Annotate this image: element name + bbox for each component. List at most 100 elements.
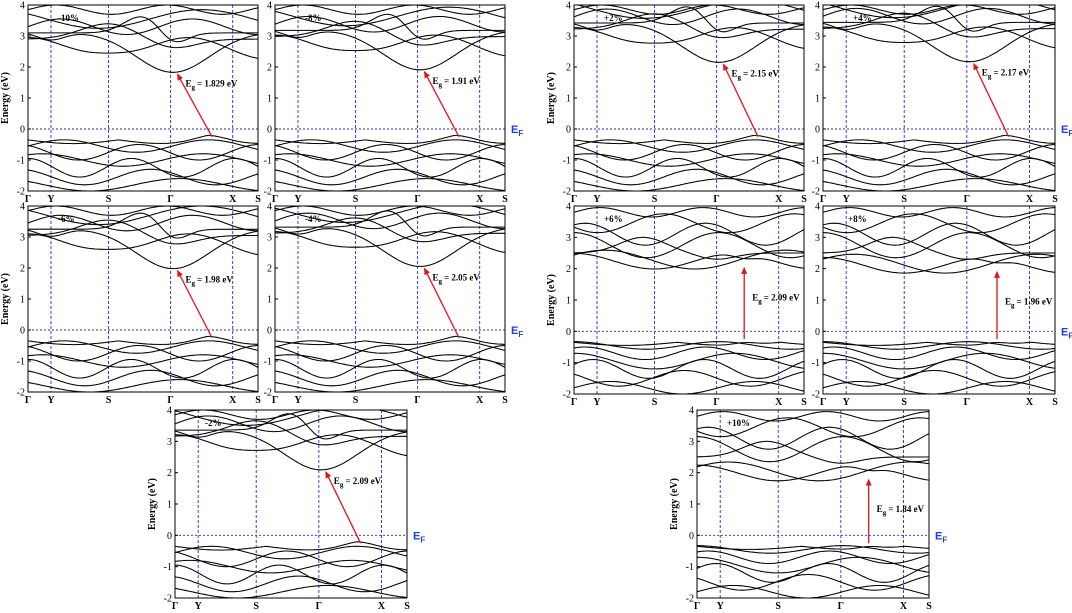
energy-band — [175, 413, 407, 440]
panel-frame — [174, 409, 408, 599]
energy-band — [823, 12, 1055, 38]
band-gap-arrow — [973, 62, 1010, 138]
y-tick-label: -2 — [164, 594, 172, 605]
energy-band — [275, 206, 505, 223]
y-tick-label: 2 — [815, 63, 820, 74]
kpoint-label: S — [253, 601, 259, 612]
panel-frame — [822, 4, 1056, 192]
kpoint-label: Y — [593, 397, 601, 408]
energy-band — [823, 256, 1055, 274]
energy-band — [697, 545, 929, 550]
energy-band — [275, 358, 505, 379]
energy-band — [28, 23, 258, 49]
kpoint-label: Γ — [272, 194, 278, 205]
energy-band — [28, 18, 258, 36]
y-tick-label: -1 — [686, 562, 694, 573]
y-tick-label: 4 — [167, 406, 172, 417]
energy-band — [823, 26, 1055, 49]
strain-label: +6% — [604, 214, 623, 224]
energy-band — [823, 222, 1055, 246]
energy-band — [175, 430, 407, 471]
energy-band — [28, 139, 258, 153]
energy-band — [697, 556, 929, 574]
energy-band — [574, 8, 804, 26]
kpoint-label: X — [229, 194, 237, 205]
energy-band — [574, 207, 804, 218]
fermi-level-label: EF — [413, 530, 425, 544]
kpoint-label: Γ — [964, 194, 970, 205]
energy-band — [275, 5, 505, 15]
y-tick-label: 4 — [267, 202, 272, 213]
y-tick-label: 0 — [566, 327, 571, 338]
kpoint-label: S — [106, 194, 112, 205]
y-tick-label: 2 — [20, 264, 25, 275]
kpoint-label: S — [801, 194, 807, 205]
energy-band — [823, 143, 1055, 161]
energy-band — [175, 415, 407, 433]
energy-band — [574, 341, 804, 350]
kpoint-label: Y — [294, 194, 302, 205]
band-gap-label: Eg = 1.84 eV — [877, 504, 925, 517]
energy-band — [574, 13, 804, 39]
kpoint-label: S — [502, 395, 508, 406]
energy-band — [28, 344, 258, 362]
energy-band — [275, 134, 505, 145]
y-tick-label: 3 — [167, 437, 172, 448]
kpoint-label: S — [353, 395, 359, 406]
energy-band — [823, 341, 1055, 346]
bands-group — [697, 411, 929, 598]
y-tick-label: 1 — [689, 500, 694, 511]
y-tick-label: 2 — [267, 63, 272, 74]
energy-band — [175, 545, 407, 560]
y-tick-label: 2 — [267, 264, 272, 275]
energy-band — [823, 153, 1055, 167]
energy-band — [574, 153, 804, 167]
y-tick-label: -2 — [812, 390, 820, 401]
strain-label: -8% — [305, 13, 322, 23]
kpoint-label: X — [229, 395, 237, 406]
energy-band — [574, 157, 804, 178]
energy-band — [823, 346, 1055, 361]
kpoint-label: X — [1026, 397, 1034, 408]
y-tick-label: 1 — [815, 94, 820, 105]
y-tick-label: 0 — [689, 531, 694, 542]
energy-band — [175, 541, 407, 551]
fermi-level-label: EF — [511, 124, 523, 138]
band-gap-label: Eg = 2.15 eV — [732, 68, 780, 81]
y-tick-label: -2 — [812, 187, 820, 198]
y-tick-label: 2 — [566, 264, 571, 275]
energy-band — [574, 5, 804, 15]
energy-band — [175, 550, 407, 568]
panel-frame — [573, 4, 805, 192]
y-tick-label: -2 — [563, 390, 571, 401]
energy-band — [823, 5, 1055, 32]
kpoint-label: X — [775, 194, 783, 205]
energy-band — [697, 573, 929, 591]
energy-band — [275, 178, 505, 191]
y-tick-label: 0 — [167, 531, 172, 542]
y-tick-label: 3 — [689, 437, 694, 448]
energy-band — [574, 358, 804, 379]
y-tick-label: -2 — [563, 187, 571, 198]
y-tick-label: 0 — [20, 326, 25, 337]
y-tick-label: -1 — [812, 358, 820, 369]
energy-band — [697, 464, 929, 482]
strain-label: +8% — [848, 214, 867, 224]
fermi-level-label: EF — [935, 530, 947, 544]
kpoint-label: X — [900, 601, 908, 612]
y-tick-label: -2 — [264, 187, 272, 198]
energy-band — [574, 222, 804, 246]
energy-band — [823, 253, 1055, 274]
kpoint-label: Γ — [272, 395, 278, 406]
y-tick-label: 0 — [815, 125, 820, 136]
band-gap-arrow — [325, 470, 362, 544]
fermi-level-label: EF — [1061, 124, 1072, 138]
strain-label: +4% — [853, 13, 872, 23]
energy-band — [823, 341, 1055, 350]
energy-band — [28, 358, 258, 379]
energy-band — [574, 139, 804, 153]
